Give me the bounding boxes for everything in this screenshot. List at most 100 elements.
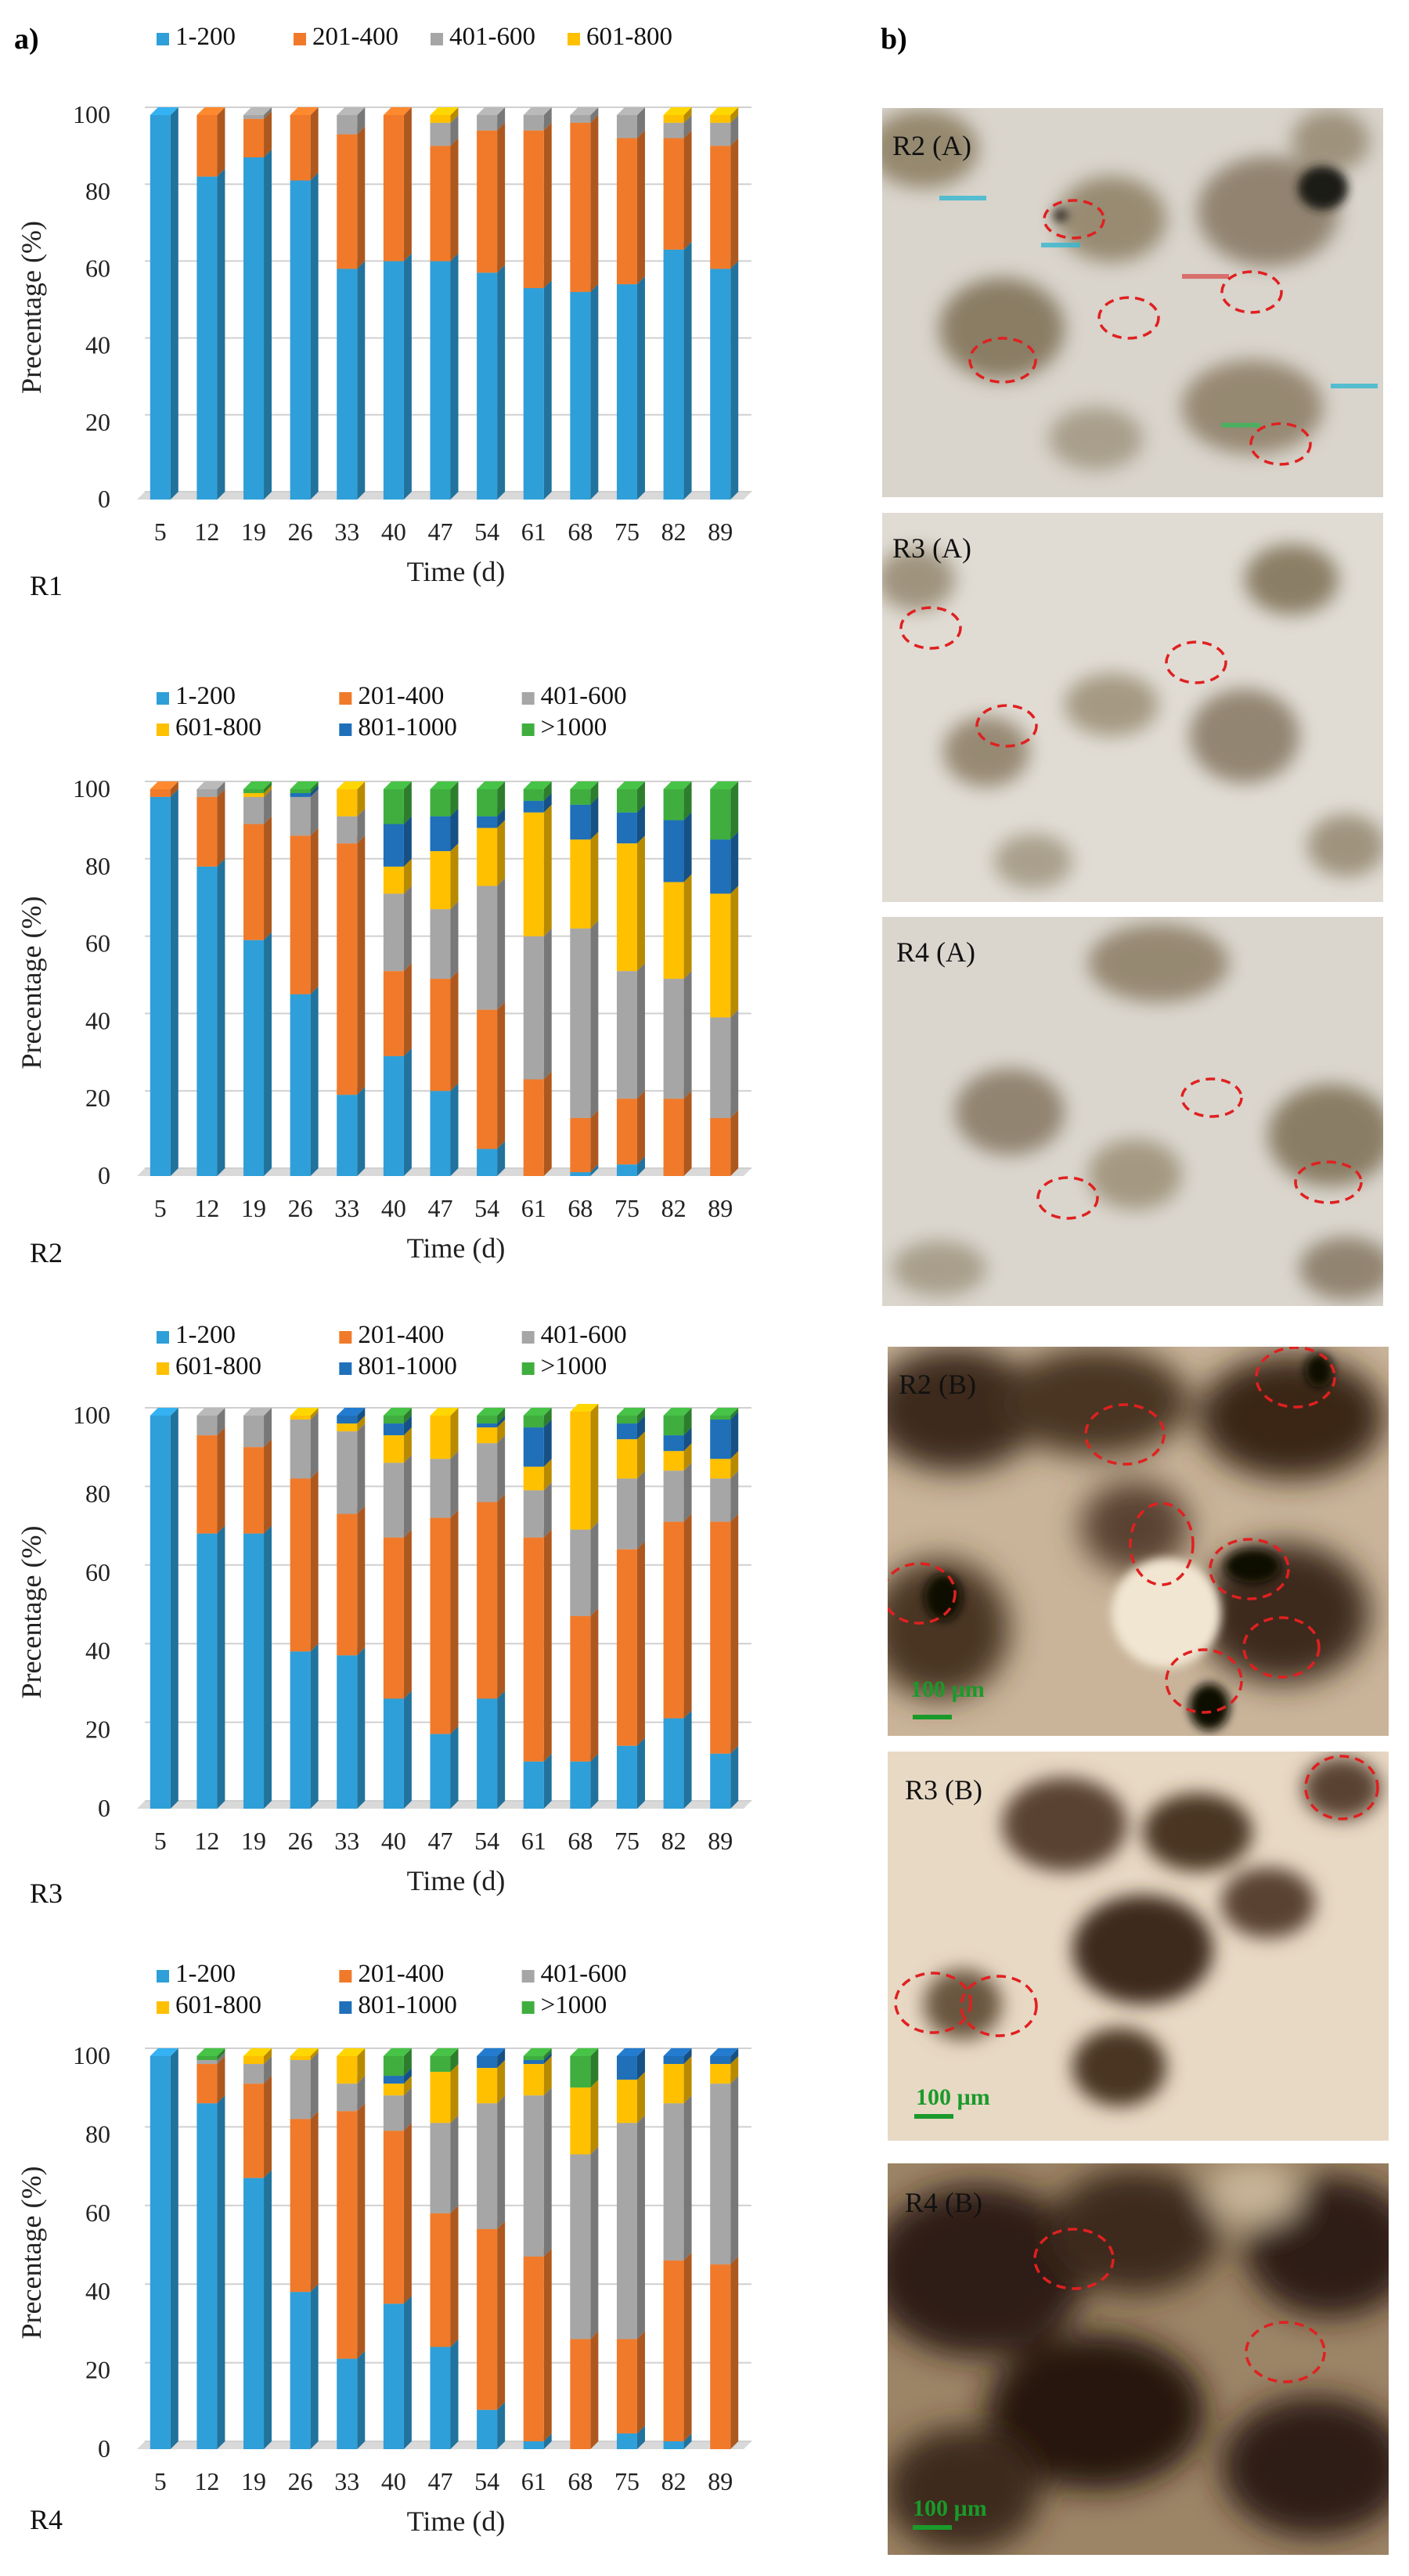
photo-label-r3-b: R3 (B) xyxy=(905,1774,982,1806)
bar-segment xyxy=(477,107,506,131)
legend-entry: 401-600 xyxy=(541,1960,627,1988)
panel-b-label: b) xyxy=(881,23,907,56)
legend-swatch xyxy=(431,33,443,45)
legend-entry: 601-800 xyxy=(586,23,672,51)
bar-segment xyxy=(290,2111,319,2293)
bar-segment xyxy=(663,874,692,980)
bar-segment xyxy=(523,804,552,936)
bar-segment xyxy=(196,781,225,797)
bar-segment xyxy=(477,781,506,817)
x-tick-label: 61 xyxy=(521,2467,546,2495)
bar-segment xyxy=(710,2076,739,2265)
bar-segment xyxy=(290,172,319,500)
bar-segment xyxy=(383,1048,412,1176)
bar-segment xyxy=(243,2170,272,2449)
bar-segment xyxy=(663,1513,692,1719)
legend-swatch xyxy=(339,2001,352,2014)
x-tick-label: 89 xyxy=(708,518,733,546)
bar-segment xyxy=(477,1494,506,1699)
x-axis-title: Time (d) xyxy=(407,2506,506,2537)
bar-segment xyxy=(663,1463,692,1522)
x-tick-label: 54 xyxy=(474,518,499,546)
y-tick-label: 100 xyxy=(73,100,110,128)
bar-segment xyxy=(477,1690,506,1809)
bar-segment xyxy=(337,2048,366,2084)
legend-entry: 401-600 xyxy=(541,682,627,710)
bar-segment xyxy=(710,1109,739,1176)
bar-segment xyxy=(430,971,459,1091)
micrograph-r3-a xyxy=(882,513,1383,902)
bar-segment xyxy=(243,1439,272,1534)
x-tick-label: 33 xyxy=(334,1194,359,1222)
y-tick-label: 60 xyxy=(85,929,110,958)
bar-segment xyxy=(570,832,599,929)
bar-segment xyxy=(477,878,506,1010)
bar-segment xyxy=(383,2048,412,2076)
bar-segment xyxy=(196,2048,225,2061)
x-tick-label: 12 xyxy=(194,2467,219,2495)
y-tick-label: 80 xyxy=(85,2120,110,2148)
x-tick-label: 68 xyxy=(568,1827,593,1855)
legend-entry: 1-200 xyxy=(175,682,236,710)
legend-entry: 1-200 xyxy=(175,1321,236,1349)
bar-segment xyxy=(290,781,319,793)
x-tick-label: 40 xyxy=(381,2467,406,2495)
bar-segment xyxy=(570,2331,599,2449)
bar-segment xyxy=(663,107,692,123)
bar-segment xyxy=(523,2249,552,2441)
bar-segment xyxy=(430,2048,459,2073)
y-tick-label: 40 xyxy=(85,1006,110,1034)
bar-segment xyxy=(616,781,645,813)
legend-entry: 401-600 xyxy=(449,23,535,51)
x-tick-label: 54 xyxy=(474,2467,499,2495)
x-tick-label: 40 xyxy=(381,518,406,546)
bar-segment xyxy=(570,107,599,123)
bar-segment xyxy=(430,1083,459,1176)
bar-segment xyxy=(383,963,412,1056)
bar-segment xyxy=(337,2103,366,2359)
bar-segment xyxy=(663,812,692,882)
bar-segment xyxy=(150,1408,178,1809)
bar-segment xyxy=(290,1643,319,1809)
x-tick-label: 26 xyxy=(288,1827,313,1855)
y-tick-label: 80 xyxy=(85,177,110,205)
bar-segment xyxy=(616,2331,645,2433)
bar-segment xyxy=(710,1408,739,1420)
bar-segment xyxy=(243,781,272,793)
x-tick-label: 33 xyxy=(334,518,359,546)
bar-segment xyxy=(616,2115,645,2340)
bar-segment xyxy=(710,886,739,1018)
bar-segment xyxy=(570,1109,599,1173)
micrograph-r2-b xyxy=(888,1347,1389,1736)
y-tick-label: 20 xyxy=(85,408,110,436)
x-tick-label: 26 xyxy=(288,518,313,546)
bar-segment xyxy=(243,1408,272,1448)
y-axis-title: Precentage (%) xyxy=(16,1526,47,1699)
bar-segment xyxy=(710,261,739,500)
legend-swatch xyxy=(294,33,306,45)
y-tick-label: 60 xyxy=(85,2199,110,2227)
photo-label-r2-a: R2 (A) xyxy=(892,130,971,161)
bar-segment xyxy=(616,107,645,139)
legend-swatch xyxy=(521,692,535,705)
photo-label-r4-a: R4 (A) xyxy=(896,936,975,968)
bar-segment xyxy=(337,1408,366,1424)
y-tick-label: 20 xyxy=(85,1084,110,1112)
bar-segment xyxy=(430,901,459,980)
bar-segment xyxy=(243,107,272,119)
bar-segment xyxy=(196,1427,225,1534)
y-tick-label: 100 xyxy=(73,774,110,803)
x-tick-label: 33 xyxy=(334,2467,359,2495)
bar-segment xyxy=(710,832,739,894)
photo-label-r3-a: R3 (A) xyxy=(892,532,971,564)
x-tick-label: 75 xyxy=(614,2467,640,2495)
bar-segment xyxy=(523,1482,552,1538)
bar-segment xyxy=(337,1087,366,1176)
y-tick-label: 0 xyxy=(98,1794,110,1822)
x-tick-label: 40 xyxy=(381,1827,406,1855)
legend-swatch xyxy=(157,1331,169,1344)
x-tick-label: 47 xyxy=(428,1827,453,1855)
bar-segment xyxy=(243,816,272,940)
bar-segment xyxy=(290,107,319,181)
legend-swatch xyxy=(157,2001,169,2014)
